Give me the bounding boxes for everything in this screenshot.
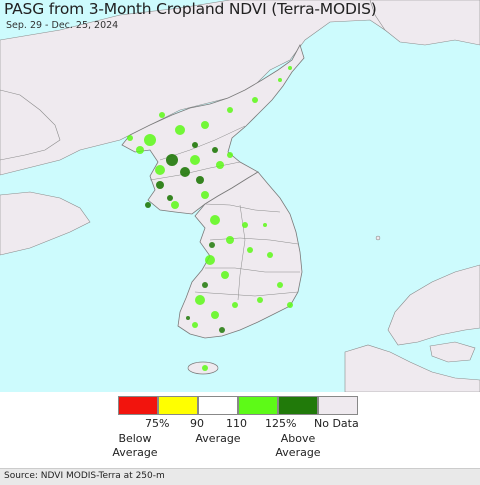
russia	[369, 0, 480, 46]
legend-swatch-below	[158, 396, 198, 415]
liaodong-coast	[0, 89, 61, 161]
legend-swatch-very-below	[118, 396, 158, 415]
japan-honshu	[387, 264, 480, 346]
legend-category-average: Average	[195, 432, 241, 445]
legend-category-below: Below Average	[112, 432, 158, 459]
legend-swatch-very-above	[278, 396, 318, 415]
source-note: Source: NDVI MODIS-Terra at 250-m	[4, 471, 165, 481]
japan-shikoku	[429, 341, 476, 363]
legend-category-above: Above Average	[275, 432, 321, 459]
legend-tick-75: 75%	[145, 417, 170, 430]
legend-tick-110: 110	[226, 417, 247, 430]
date-range: Sep. 29 - Dec. 25, 2024	[6, 20, 119, 31]
north-korea	[121, 43, 305, 215]
legend-tick-no-data: No Data	[314, 417, 359, 430]
legend-swatch-no-data	[318, 396, 358, 415]
ndvi-pixels	[127, 66, 293, 371]
legend-tick-125: 125%	[265, 417, 297, 430]
legend: 75% 90 110 125% No Data Below Average Av…	[0, 392, 480, 468]
footer: Source: NDVI MODIS-Terra at 250-m	[0, 468, 480, 485]
shandong-peninsula	[0, 191, 91, 256]
map	[0, 0, 480, 392]
legend-swatch-average	[198, 396, 238, 415]
japan-kyushu	[344, 344, 480, 392]
page-title: PASG from 3-Month Cropland NDVI (Terra-M…	[4, 0, 377, 18]
legend-swatch-above	[238, 396, 278, 415]
south-korea	[177, 171, 303, 339]
ulleungdo	[375, 235, 381, 241]
legend-tick-90: 90	[190, 417, 204, 430]
